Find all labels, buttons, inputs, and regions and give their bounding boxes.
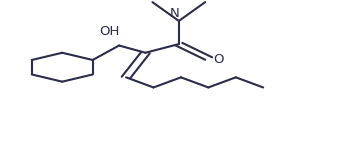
- Text: N: N: [170, 7, 179, 20]
- Text: OH: OH: [100, 25, 120, 38]
- Text: O: O: [213, 53, 223, 66]
